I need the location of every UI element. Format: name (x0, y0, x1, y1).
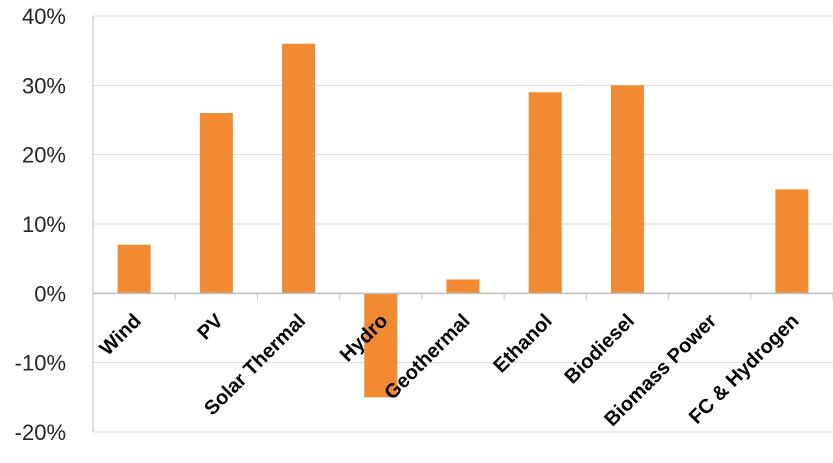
y-tick-label: 40% (22, 4, 66, 29)
bar-geothermal (446, 279, 480, 294)
bar-pv (199, 113, 233, 294)
bar-ethanol (528, 92, 562, 294)
bar-biodiesel (610, 85, 644, 294)
bar-solar-thermal (282, 43, 316, 294)
y-tick-label: 10% (22, 212, 66, 237)
y-tick-label: 30% (22, 73, 66, 98)
y-tick-label: -20% (15, 420, 66, 445)
y-tick-label: -10% (15, 351, 66, 376)
x-tick-label: PV (193, 310, 228, 345)
y-tick-label: 20% (22, 143, 66, 168)
bar-wind (117, 244, 151, 294)
x-tick-label: Wind (96, 310, 146, 360)
bar-fc-hydrogen (775, 189, 809, 294)
x-tick-label: Ethanol (489, 310, 556, 377)
y-tick-label: 0% (34, 281, 66, 306)
bar-hydro (364, 293, 398, 398)
x-tick-label: Biodiesel (561, 310, 639, 388)
